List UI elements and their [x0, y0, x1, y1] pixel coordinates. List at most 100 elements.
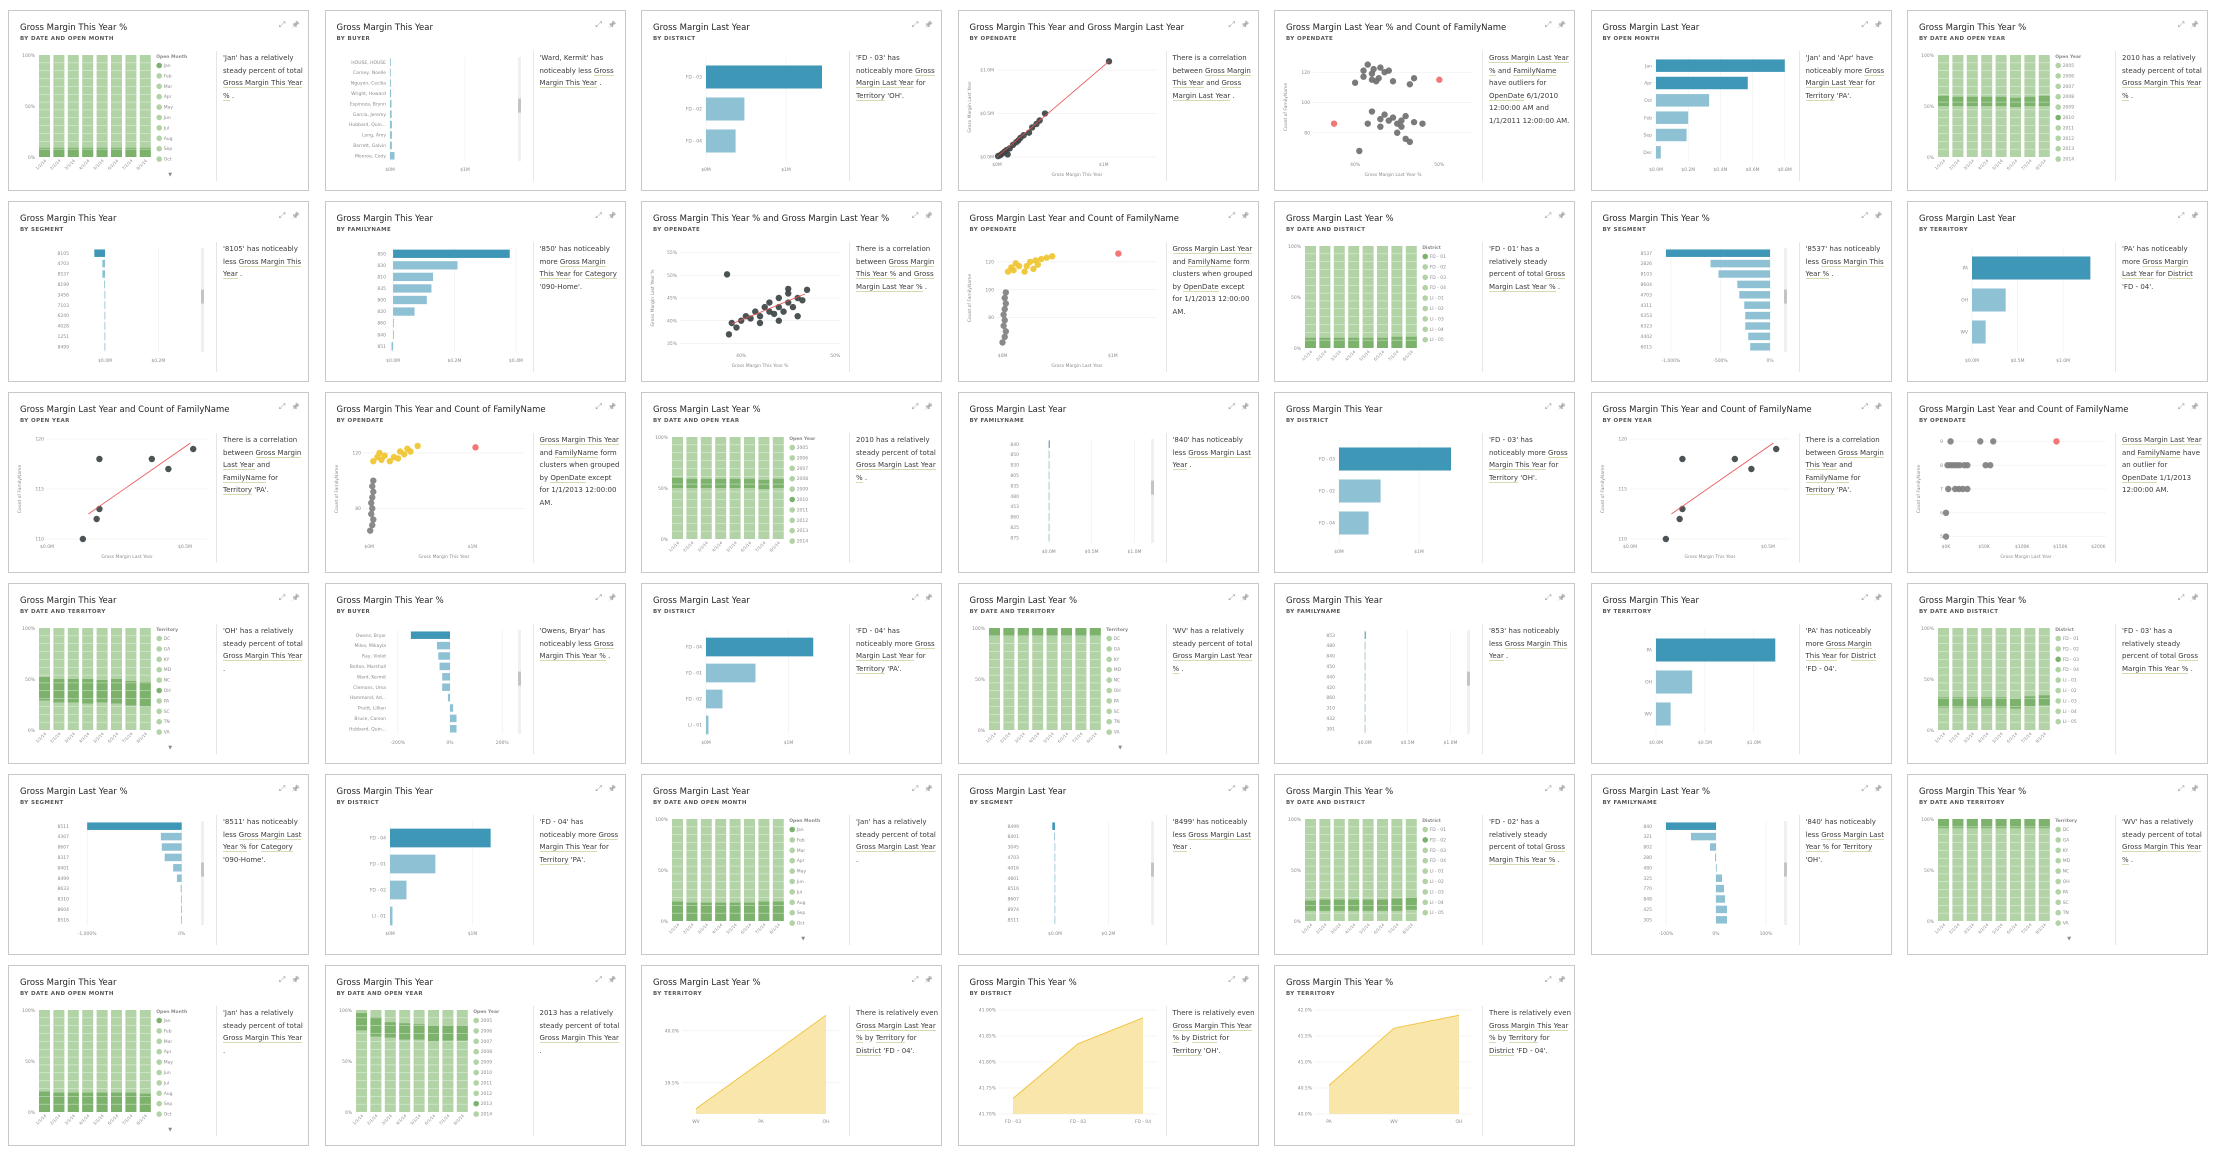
- bar[interactable]: [389, 120, 392, 129]
- highlighted-segment[interactable]: [1938, 697, 1949, 708]
- highlighted-segment[interactable]: [988, 628, 1000, 637]
- expand-icon[interactable]: ⤢: [278, 975, 286, 984]
- legend-marker[interactable]: [1422, 889, 1428, 895]
- stacked-column[interactable]: [1981, 819, 1993, 921]
- insight-field-link[interactable]: FamilyName: [223, 473, 267, 483]
- insight-field-link[interactable]: Gross Margin This Year %: [1489, 843, 1565, 865]
- bar[interactable]: [389, 141, 392, 150]
- highlighted-segment[interactable]: [369, 1017, 381, 1037]
- chart-stacked[interactable]: 100%50%0% 1/1/14 2/1/14 3/1/14 4/1/14 5/1/14 6…: [15, 51, 215, 181]
- chart-stacked[interactable]: 100%50%0% 1/1/14 2/1/14 3/1/14 4/1/14 5/1/14 6…: [15, 1006, 215, 1136]
- bar[interactable]: [1339, 479, 1381, 503]
- data-point[interactable]: [756, 319, 764, 327]
- expand-icon[interactable]: ⤢: [1228, 402, 1235, 411]
- legend-marker[interactable]: [789, 465, 795, 472]
- insight-field-link[interactable]: Gross Margin Last Year %: [1489, 54, 1569, 76]
- data-point[interactable]: [1327, 1083, 1332, 1088]
- insight-field-link[interactable]: Gross Margin Last Year %: [1489, 270, 1565, 292]
- insight-field-link[interactable]: FamilyName: [1513, 66, 1557, 76]
- legend-marker[interactable]: [156, 687, 162, 694]
- data-point[interactable]: [766, 299, 773, 306]
- legend-marker[interactable]: [789, 444, 795, 451]
- expand-icon[interactable]: ⤢: [1228, 784, 1235, 793]
- legend-marker[interactable]: [2055, 909, 2061, 916]
- expand-icon[interactable]: ⤢: [1544, 402, 1552, 411]
- insight-field-link[interactable]: Gross Margin Last Year: [856, 639, 935, 661]
- legend-marker[interactable]: [156, 145, 162, 152]
- legend-marker[interactable]: [156, 125, 162, 131]
- insight-field-link[interactable]: Territory: [1489, 473, 1519, 483]
- stacked-column[interactable]: [413, 1010, 425, 1112]
- insight-field-link[interactable]: OpenDate: [1183, 282, 1219, 292]
- bar[interactable]: [1738, 291, 1770, 299]
- bar[interactable]: [180, 884, 182, 893]
- highlighted-segment[interactable]: [67, 147, 79, 157]
- insight-field-link[interactable]: Gross Margin This Year: [1489, 639, 1568, 661]
- stacked-column[interactable]: [1348, 246, 1360, 348]
- legend-marker[interactable]: [2055, 114, 2061, 121]
- pin-icon[interactable]: 📌: [1557, 21, 1566, 29]
- legend-marker[interactable]: [472, 1038, 479, 1045]
- pin-icon[interactable]: 📌: [1557, 785, 1566, 793]
- bar[interactable]: [392, 295, 427, 305]
- legend-marker[interactable]: [2055, 73, 2061, 79]
- data-point[interactable]: [728, 319, 735, 327]
- bar[interactable]: [706, 637, 814, 657]
- pin-icon[interactable]: 📌: [1557, 403, 1566, 411]
- legend-marker[interactable]: [2055, 145, 2061, 152]
- bar[interactable]: [1655, 59, 1785, 72]
- stacked-column[interactable]: [2024, 628, 2036, 730]
- insight-field-link[interactable]: FamilyName: [1187, 257, 1232, 267]
- data-point[interactable]: [1351, 79, 1359, 86]
- insight-card[interactable]: Gross Margin This Year % BY DATE AND OPEN…: [1907, 10, 2208, 191]
- stacked-column[interactable]: [1981, 628, 1993, 730]
- bar[interactable]: [181, 916, 182, 924]
- stacked-column[interactable]: [1405, 819, 1417, 921]
- pin-icon[interactable]: 📌: [607, 976, 617, 984]
- legend-marker[interactable]: [156, 62, 162, 69]
- legend-marker[interactable]: [789, 517, 795, 524]
- insight-field-link[interactable]: Gross Margin Last Year: [223, 448, 302, 470]
- insight-card[interactable]: Gross Margin This Year % BY DATE AND DIST…: [1274, 774, 1575, 955]
- stacked-column[interactable]: [67, 1010, 79, 1112]
- pin-icon[interactable]: 📌: [924, 594, 933, 602]
- legend-marker[interactable]: [156, 635, 162, 642]
- legend-marker[interactable]: [2055, 135, 2061, 142]
- highlighted-segment[interactable]: [1305, 337, 1316, 348]
- insight-field-link[interactable]: FamilyName: [2137, 448, 2181, 458]
- pin-icon[interactable]: 📌: [291, 212, 300, 220]
- legend-marker[interactable]: [2055, 104, 2061, 110]
- data-point[interactable]: [394, 455, 401, 462]
- data-point[interactable]: [366, 527, 373, 534]
- stacked-column[interactable]: [1952, 628, 1964, 730]
- stacked-column[interactable]: [715, 819, 727, 921]
- stacked-column[interactable]: [1377, 819, 1388, 921]
- insight-field-link[interactable]: Gross Margin Last Year: [1172, 830, 1251, 852]
- data-point[interactable]: [386, 458, 393, 465]
- scrollbar-thumb[interactable]: [201, 289, 204, 304]
- bar[interactable]: [389, 152, 395, 160]
- insight-card[interactable]: Gross Margin This Year BY FAMILYNAME ⤢ 📌 $0.…: [324, 201, 626, 382]
- data-point[interactable]: [96, 455, 103, 463]
- data-point[interactable]: [1410, 118, 1418, 126]
- bar[interactable]: [104, 343, 106, 351]
- expand-icon[interactable]: ⤢: [2177, 20, 2185, 29]
- scrollbar-thumb[interactable]: [1783, 289, 1787, 304]
- data-point[interactable]: [1001, 317, 1008, 324]
- insight-field-link[interactable]: Gross Margin Last Year: [1172, 79, 1242, 101]
- legend-marker[interactable]: [789, 878, 795, 885]
- expand-icon[interactable]: ⤢: [1544, 975, 1552, 984]
- data-point[interactable]: [1001, 333, 1008, 341]
- insight-field-link[interactable]: Gross Margin Last Year %: [856, 461, 936, 483]
- data-point[interactable]: [1419, 120, 1426, 127]
- highlighted-segment[interactable]: [772, 901, 784, 921]
- bar[interactable]: [706, 715, 709, 735]
- legend-marker[interactable]: [472, 1111, 479, 1117]
- highlighted-segment[interactable]: [1966, 96, 1978, 106]
- legend-marker[interactable]: [1422, 878, 1428, 885]
- stacked-column[interactable]: [39, 55, 50, 157]
- insight-field-link[interactable]: Gross Margin This Year: [223, 652, 303, 661]
